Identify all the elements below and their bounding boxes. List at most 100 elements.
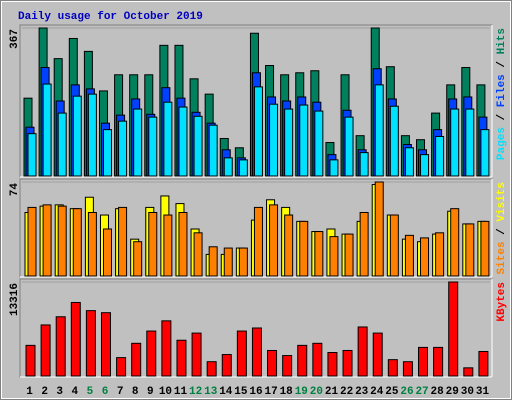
legend: Sites / Visits xyxy=(496,182,508,274)
bar xyxy=(372,332,383,377)
bar xyxy=(208,124,218,177)
x-tick-label: 27 xyxy=(415,386,428,398)
x-tick-label: 21 xyxy=(325,386,339,398)
bar xyxy=(374,84,384,177)
x-tick-label: 24 xyxy=(370,386,384,398)
bar xyxy=(87,211,97,277)
x-tick-label: 5 xyxy=(87,386,94,398)
x-tick-label: 30 xyxy=(461,386,474,398)
legend: Pages / Files / Hits xyxy=(496,28,508,160)
y-tick-label: 13316 xyxy=(9,283,21,316)
x-tick-label: 18 xyxy=(280,386,294,398)
bar xyxy=(329,236,339,277)
x-tick-label: 25 xyxy=(385,386,399,398)
x-tick-label: 28 xyxy=(431,386,445,398)
bar xyxy=(193,232,203,277)
bar xyxy=(435,232,445,277)
bar xyxy=(267,349,278,377)
bar xyxy=(72,208,82,277)
bar xyxy=(448,281,459,377)
x-tick-label: 29 xyxy=(446,386,459,398)
x-tick-label: 16 xyxy=(249,386,262,398)
bar xyxy=(465,223,475,277)
bar xyxy=(463,367,474,377)
bar xyxy=(223,247,233,277)
bar xyxy=(357,326,368,377)
bar xyxy=(420,154,430,177)
x-tick-label: 9 xyxy=(147,386,154,398)
bar xyxy=(327,352,338,377)
legend-separator: / xyxy=(496,107,508,127)
bar xyxy=(344,116,354,177)
bar xyxy=(359,152,369,177)
bar xyxy=(176,339,187,377)
x-tick-label: 4 xyxy=(72,386,79,398)
bar xyxy=(312,342,323,377)
bar xyxy=(191,332,202,377)
bar xyxy=(465,108,475,177)
x-tick-label: 6 xyxy=(102,386,109,398)
bar xyxy=(208,246,218,277)
bar xyxy=(42,83,52,177)
bar xyxy=(163,101,173,177)
bar xyxy=(87,93,97,177)
bar xyxy=(450,208,460,277)
bar xyxy=(374,181,384,277)
bar xyxy=(27,133,37,177)
legend-entry: KBytes xyxy=(496,282,508,322)
bar xyxy=(148,211,158,277)
bar xyxy=(100,312,111,377)
x-tick-label: 1 xyxy=(26,386,33,398)
bar xyxy=(480,129,490,177)
bar xyxy=(206,361,217,377)
bar xyxy=(253,86,263,177)
x-tick-label: 8 xyxy=(132,386,139,398)
legend-entry: Files xyxy=(496,74,508,107)
bar xyxy=(57,205,67,277)
bar xyxy=(40,324,51,377)
legend-entry: Pages xyxy=(496,127,508,160)
bar xyxy=(57,112,67,177)
x-tick-label: 14 xyxy=(219,386,233,398)
bar xyxy=(253,206,263,277)
bar xyxy=(480,220,490,277)
bar xyxy=(418,346,429,377)
bar xyxy=(102,228,112,277)
x-tick-label: 11 xyxy=(174,386,188,398)
bar xyxy=(85,310,96,377)
bar xyxy=(131,342,142,377)
bar xyxy=(193,115,203,177)
chart-title: Daily usage for October 2019 xyxy=(18,11,203,23)
bar xyxy=(238,159,248,177)
bar xyxy=(118,206,128,277)
x-tick-label: 15 xyxy=(234,386,248,398)
x-tick-label: 13 xyxy=(204,386,218,398)
bar xyxy=(404,234,414,277)
x-tick-label: 26 xyxy=(400,386,413,398)
bar xyxy=(284,214,294,277)
bar xyxy=(329,159,339,177)
bar xyxy=(55,316,66,377)
bar xyxy=(450,108,460,177)
x-tick-label: 20 xyxy=(310,386,323,398)
x-tick-label: 12 xyxy=(189,386,202,398)
bar xyxy=(297,344,308,377)
x-tick-label: 31 xyxy=(476,386,490,398)
bar xyxy=(299,220,309,277)
bar xyxy=(404,147,414,177)
x-tick-label: 10 xyxy=(159,386,172,398)
bar xyxy=(146,330,157,377)
legend-entry: Hits xyxy=(496,28,508,54)
bar xyxy=(284,108,294,177)
bar xyxy=(221,354,232,377)
bar xyxy=(478,350,489,377)
bar xyxy=(27,206,37,277)
bar xyxy=(269,204,279,277)
bar xyxy=(389,214,399,277)
x-tick-label: 17 xyxy=(264,386,277,398)
bar xyxy=(359,211,369,277)
bar xyxy=(314,110,324,177)
bar xyxy=(72,95,82,177)
legend-entry: Visits xyxy=(496,182,508,222)
